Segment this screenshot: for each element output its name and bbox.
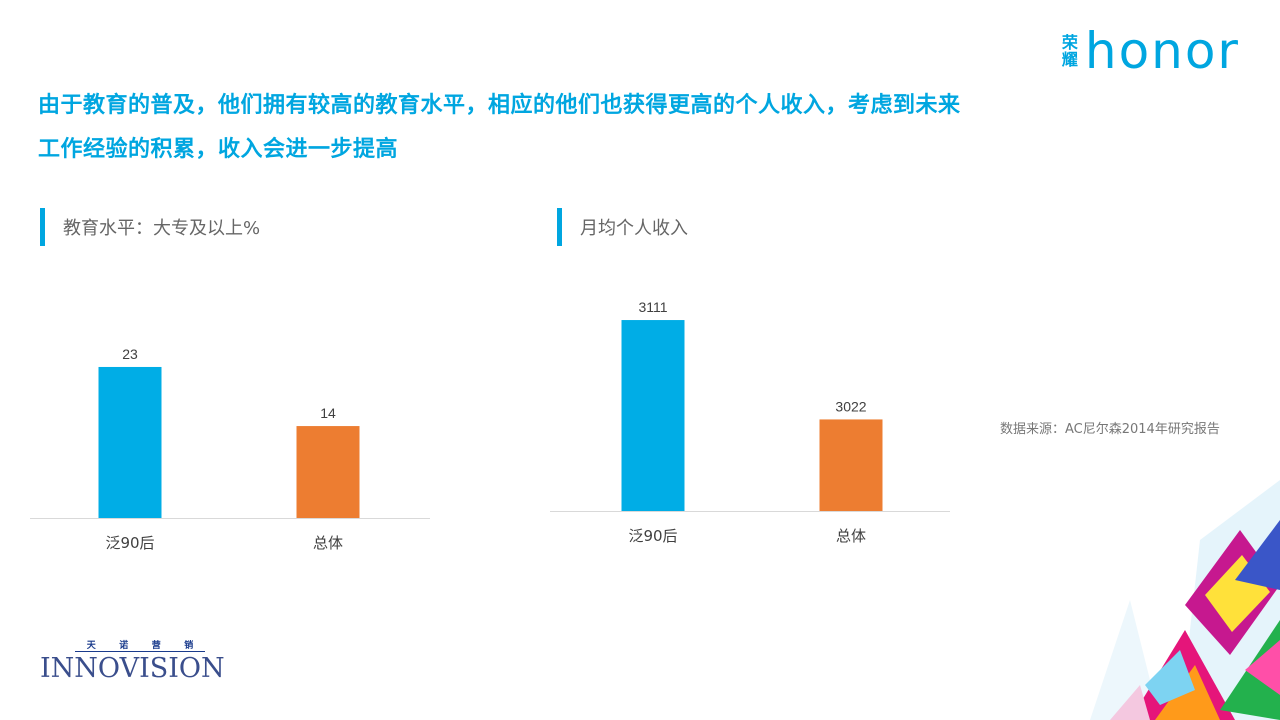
category-label: 泛90后 — [105, 534, 154, 552]
chart-2-header: 月均个人收入 — [557, 208, 688, 246]
income-bar-chart: 3111 泛90后 3022 总体 — [550, 299, 950, 545]
data-label: 3022 — [835, 398, 866, 414]
category-label: 泛90后 — [628, 527, 677, 545]
category-label: 总体 — [313, 534, 343, 552]
decorative-3d-shapes-illustration — [1090, 480, 1280, 720]
chart-1-header: 教育水平：大专及以上% — [40, 208, 260, 246]
bar-2 — [296, 426, 360, 518]
innovision-logo-en: INNOVISION — [40, 653, 225, 684]
bar-2 — [819, 419, 883, 511]
innovision-cn-char: 天 — [86, 641, 96, 651]
data-label: 3111 — [638, 299, 667, 315]
innovision-logo-cn: 天 诺 营 销 — [75, 638, 205, 652]
education-bar-chart: 23 泛90后 14 总体 — [30, 346, 430, 552]
honor-logo-cn: 荣 耀 — [1061, 34, 1079, 68]
bar-1 — [98, 366, 162, 518]
chart-2-header-bar — [557, 208, 562, 246]
bar-1 — [621, 320, 685, 511]
honor-logo-cn-top: 荣 — [1061, 33, 1078, 52]
data-label: 14 — [320, 405, 336, 421]
chart-1-header-bar — [40, 208, 45, 246]
honor-logo-en: honor — [1084, 22, 1240, 80]
headline-line-1: 由于教育的普及，他们拥有较高的教育水平，相应的他们也获得更高的个人收入，考虑到未… — [38, 93, 961, 118]
honor-logo-cn-bottom: 耀 — [1061, 50, 1078, 69]
chart-1-title: 教育水平：大专及以上% — [63, 218, 261, 239]
category-label: 总体 — [836, 527, 866, 545]
innovision-cn-char: 销 — [184, 641, 194, 651]
honor-logo: 荣 耀 honor — [1061, 26, 1240, 76]
data-label: 23 — [122, 346, 138, 362]
data-source-note: 数据来源：AC尼尔森2014年研究报告 — [1000, 422, 1220, 437]
innovision-cn-char: 诺 — [119, 641, 129, 651]
chart-2-title: 月均个人收入 — [580, 218, 688, 239]
innovision-cn-char: 营 — [151, 641, 161, 651]
innovision-logo: 天 诺 营 销 INNOVISION — [40, 638, 225, 686]
headline-line-2: 工作经验的积累，收入会进一步提高 — [38, 137, 399, 162]
